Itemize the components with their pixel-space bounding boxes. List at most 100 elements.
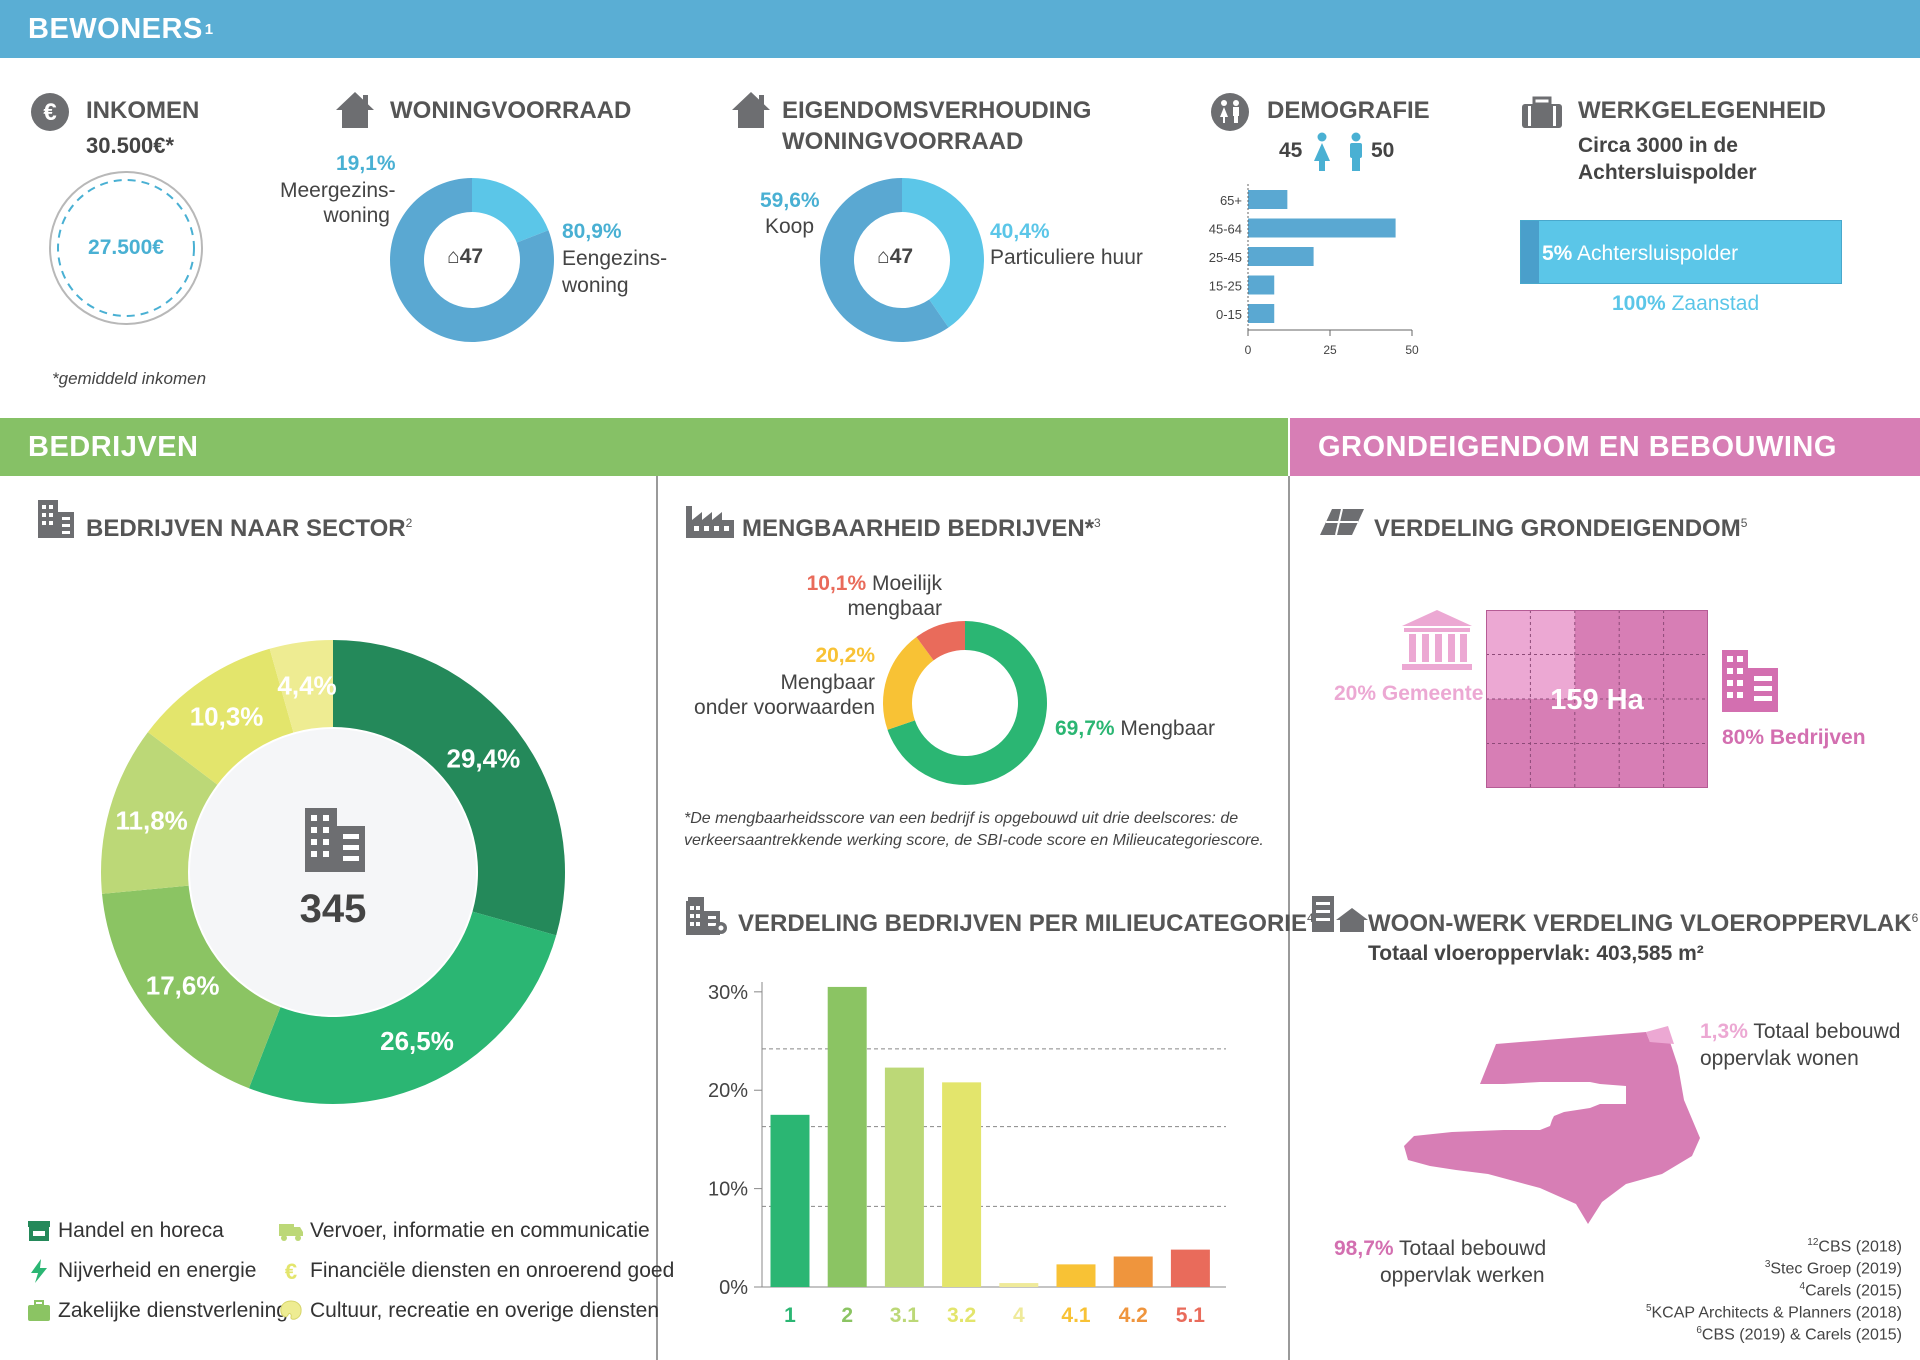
woning-slice-0 (472, 178, 549, 243)
milieu-category-label: 4.2 (1119, 1304, 1148, 1327)
building-house-icon (1312, 896, 1368, 932)
grond-title: GRONDEIGENDOM EN BEBOUWING (1318, 430, 1837, 463)
sector-title-text: BEDRIJVEN NAAR SECTOR (86, 515, 406, 542)
werk-total-label: Zaanstad (1671, 292, 1760, 315)
eigendom-center-house-icon: ⌂ (877, 245, 890, 268)
svg-text:€: € (43, 99, 56, 126)
bedrijven-band: BEDRIJVEN (0, 418, 1288, 476)
eigendom-slice-1 (820, 178, 949, 342)
meng-meng-pct: 69,7% (1055, 717, 1115, 740)
source-1-sup: 12 (1807, 1237, 1819, 1248)
source-2-sup: 3 (1764, 1259, 1771, 1270)
werk-subtitle: Circa 3000 in de Achtersluispolder (1578, 134, 1757, 184)
milieu-ytick-label: 0% (719, 1277, 748, 1299)
eigendom-title-1: EIGENDOMSVERHOUDING (782, 97, 1092, 124)
demo-bar (1248, 218, 1396, 238)
verdeling-title: VERDELING GRONDEIGENDOM5 (1374, 508, 1747, 544)
euro-icon: € (285, 1259, 297, 1284)
milieu-bar (1056, 1264, 1096, 1287)
woning-center-house-icon: ⌂ (447, 245, 460, 268)
woning-een-label-2: woning (562, 274, 629, 297)
legend-handel: Handel en horeca (26, 1218, 224, 1244)
demo-tick-label: 25 (1323, 343, 1337, 357)
legend-vervoer: Vervoer, informatie en communicatie (278, 1218, 650, 1244)
inkomen-value: 30.500€* (86, 133, 175, 158)
woning-center: ⌂47 (447, 243, 483, 270)
woning-meer-label-2: woning (323, 204, 390, 227)
milieu-ytick-label: 30% (708, 982, 748, 1004)
woonwerk-title-sup: 6 (1911, 911, 1919, 925)
woning-een-pct: 80,9% (562, 220, 622, 243)
inkomen-title: INKOMEN (86, 97, 200, 124)
sector-total: 345 (299, 887, 367, 931)
milieu-category-label: 5.1 (1176, 1304, 1206, 1327)
meng-slice-0 (887, 621, 1047, 785)
milieu-ytick-label: 20% (708, 1080, 748, 1102)
werk-total-text: 100% Zaanstad (1612, 290, 1759, 317)
woning-center-value: 47 (459, 245, 484, 268)
milieu-bar (1113, 1256, 1153, 1287)
woonwerk-subtitle: Totaal vloeroppervlak: 403,585 m² (1368, 942, 1704, 965)
town-hall-icon (1402, 610, 1472, 670)
eigendom-huur-pct: 40,4% (990, 220, 1050, 243)
meng-title-text: MENGBAARHEID BEDRIJVEN* (742, 515, 1095, 542)
grond-grid (1486, 610, 1708, 788)
meng-donut (883, 621, 1047, 785)
buildings-icon (686, 897, 727, 935)
sector-title: BEDRIJVEN NAAR SECTOR2 (86, 508, 412, 544)
meng-voorw-2: onder voorwaarden (694, 696, 875, 719)
sector-label-0: 29,4% (447, 743, 521, 773)
milieu-bar (770, 1114, 810, 1287)
milieu-title-text: VERDELING BEDRIJVEN PER MILIEUCATEGORIE (738, 910, 1307, 937)
bewoners-sup: 1 (204, 20, 214, 38)
floor-area-map (1404, 1026, 1700, 1224)
demo-bar (1248, 247, 1314, 266)
milieu-title-sup: 4 (1306, 911, 1314, 925)
inkomen-circle-value: 27.500€ (88, 236, 164, 259)
demo-category-label: 65+ (1220, 193, 1242, 208)
house-icon (336, 92, 374, 128)
milieu-ytick-label: 10% (708, 1179, 748, 1201)
briefcase-icon (28, 1300, 50, 1321)
demografie-chart: 65+ 45-64 25-45 15-25 0-15 0 25 50 (1209, 184, 1419, 357)
meng-meng-label: Mengbaar (1120, 717, 1215, 740)
milieu-bar (1170, 1249, 1210, 1287)
werk-title: WERKGELEGENHEID (1578, 97, 1827, 124)
meng-moeilijk-1: Moeilijk (871, 572, 942, 595)
eigendom-title-2: WONINGVOORRAAD (782, 128, 1024, 155)
werk-bar-pct: 5% (1542, 242, 1573, 265)
woonwerk-wonen-2: oppervlak wonen (1700, 1047, 1859, 1070)
inkomen-footnote: *gemiddeld inkomen (52, 369, 207, 388)
meng-moeilijk-2: mengbaar (847, 597, 942, 620)
woonwerk-wonen-pct: 1,3% (1700, 1020, 1748, 1043)
demo-category-label: 0-15 (1216, 307, 1242, 322)
svg-text:€: € (285, 1259, 297, 1284)
verdeling-title-text: VERDELING GRONDEIGENDOM (1374, 515, 1741, 542)
milieu-category-label: 1 (784, 1304, 796, 1327)
milieu-bar (942, 1082, 982, 1287)
verdeling-center: 159 Ha (1550, 684, 1644, 716)
legend-vervoer-label: Vervoer, informatie en communicatie (310, 1219, 650, 1242)
meng-voorw-1: Mengbaar (780, 671, 875, 694)
people-icon (1211, 93, 1249, 131)
briefcase-icon (1522, 96, 1562, 128)
source-5-sup: 6 (1696, 1325, 1702, 1336)
eigendom-donut (820, 178, 984, 342)
source-1: 12CBS (2018) (1807, 1232, 1902, 1258)
woonwerk-wonen-line-1: 1,3% Totaal bebouwd (1700, 1018, 1900, 1045)
demo-bar (1248, 304, 1275, 323)
legend-zakelijk-label: Zakelijke dienstverlening (58, 1299, 288, 1322)
source-3-text: Carels (2015) (1805, 1282, 1902, 1300)
eigendom-center: ⌂47 (877, 243, 913, 270)
werk-bar-fill (1521, 221, 1539, 283)
woonwerk-werken-2: oppervlak werken (1380, 1264, 1545, 1287)
meng-title-sup: 3 (1094, 516, 1101, 530)
sector-slice-2 (102, 885, 281, 1089)
legend-financieel-label: Financiële diensten en onroerend goed (310, 1259, 675, 1282)
sector-center-building-icon (305, 808, 365, 872)
meng-moeilijk-pct: 10,1% (806, 572, 867, 595)
eigendom-center-value: 47 (889, 245, 914, 268)
bewoners-title: BEWONERS (28, 12, 203, 45)
source-3-sup: 4 (1799, 1281, 1806, 1292)
legend-cultuur-label: Cultuur, recreatie en overige diensten (310, 1299, 660, 1322)
